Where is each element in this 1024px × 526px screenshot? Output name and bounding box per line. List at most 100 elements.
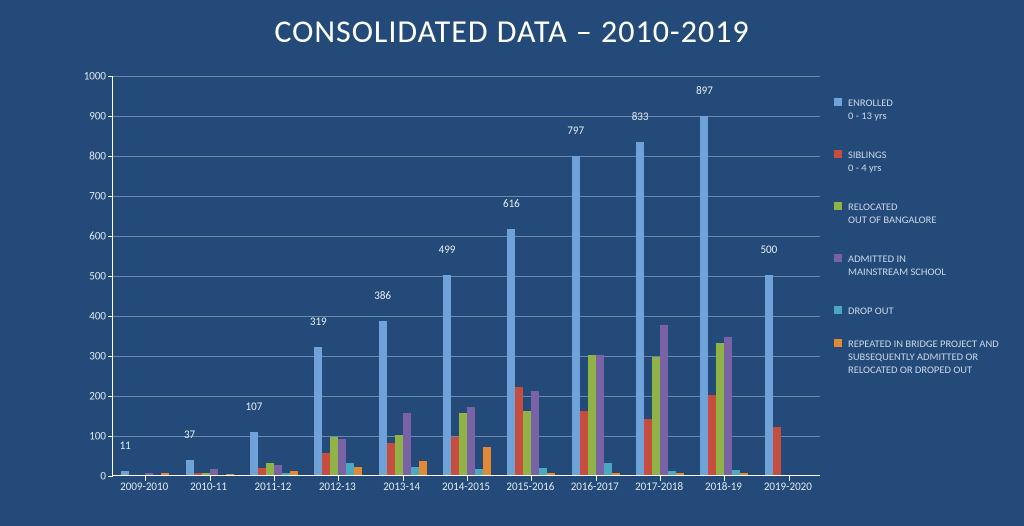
y-axis-label: 1000 <box>72 70 106 83</box>
y-axis-label: 900 <box>72 110 106 123</box>
bar <box>604 463 612 475</box>
y-axis-label: 600 <box>72 230 106 243</box>
y-tick <box>108 476 113 477</box>
bar <box>700 116 708 475</box>
legend-swatch <box>834 339 842 347</box>
gridline <box>113 116 820 117</box>
y-axis-label: 200 <box>72 390 106 403</box>
bar <box>724 337 732 475</box>
bar <box>765 275 773 475</box>
bar-value-label: 107 <box>246 400 263 415</box>
bar-value-label: 386 <box>374 289 391 304</box>
bar-value-label: 11 <box>120 439 131 454</box>
bar <box>121 471 129 475</box>
bar <box>459 413 467 475</box>
legend-item: RELOCATEDOUT OF BANGALORE <box>834 200 1002 226</box>
x-axis-label: 2010-11 <box>190 480 227 493</box>
gridline <box>113 316 820 317</box>
bar <box>387 443 395 475</box>
bar <box>580 411 588 475</box>
bar <box>379 321 387 475</box>
bar <box>572 156 580 475</box>
bar <box>515 387 523 475</box>
y-tick <box>108 116 113 117</box>
y-tick <box>108 356 113 357</box>
bar-value-label: 37 <box>184 428 195 443</box>
bar <box>266 463 274 475</box>
x-axis-label: 2016-2017 <box>571 480 619 493</box>
gridline <box>113 76 820 77</box>
bar <box>395 435 403 475</box>
bar <box>676 473 684 475</box>
chart-legend: ENROLLED0 - 13 yrs SIBLINGS0 - 4 yrs RELOC… <box>834 96 1002 402</box>
y-axis-label: 500 <box>72 270 106 283</box>
bar <box>186 460 194 475</box>
bar-value-label: 833 <box>632 110 649 125</box>
bar <box>338 439 346 475</box>
legend-swatch <box>834 254 842 262</box>
bar <box>732 470 740 475</box>
bar <box>523 411 531 475</box>
gridline <box>113 156 820 157</box>
y-tick <box>108 236 113 237</box>
x-axis-label: 2009-2010 <box>120 480 168 493</box>
bar <box>636 142 644 475</box>
x-axis-label: 2018-19 <box>705 480 742 493</box>
bar <box>258 468 266 475</box>
legend-label: ADMITTED INMAINSTREAM SCHOOL <box>848 252 946 278</box>
y-axis-label: 700 <box>72 190 106 203</box>
bar <box>314 347 322 475</box>
bar <box>612 473 620 475</box>
bar <box>282 473 290 475</box>
bar <box>451 437 459 475</box>
bar <box>475 469 483 475</box>
bar <box>346 463 354 475</box>
bar <box>210 469 218 475</box>
y-axis-label: 800 <box>72 150 106 163</box>
bar <box>773 427 781 475</box>
x-axis-label: 2011-12 <box>254 480 291 493</box>
bar <box>354 467 362 475</box>
bar <box>419 461 427 475</box>
bar <box>274 465 282 475</box>
chart-title: CONSOLIDATED DATA – 2010-2019 <box>0 0 1024 57</box>
gridline <box>113 236 820 237</box>
bar-value-label: 500 <box>760 243 777 258</box>
bar <box>226 474 234 475</box>
legend-label: RELOCATEDOUT OF BANGALORE <box>848 200 936 226</box>
bar <box>202 473 210 475</box>
legend-item: ADMITTED INMAINSTREAM SCHOOL <box>834 252 1002 278</box>
bar <box>330 437 338 475</box>
y-tick <box>108 396 113 397</box>
bar <box>483 447 491 475</box>
bar-value-label: 616 <box>503 197 520 212</box>
y-axis-label: 0 <box>72 470 106 483</box>
y-tick <box>108 196 113 197</box>
x-axis-label: 2017-2018 <box>635 480 683 493</box>
legend-label: ENROLLED0 - 13 yrs <box>848 96 893 122</box>
bar <box>740 473 748 475</box>
x-axis-label: 2015-2016 <box>506 480 554 493</box>
legend-item: ENROLLED0 - 13 yrs <box>834 96 1002 122</box>
bar <box>467 407 475 475</box>
gridline <box>113 276 820 277</box>
bar <box>194 473 202 475</box>
legend-label: REPEATED IN BRIDGE PROJECT AND SUBSEQUEN… <box>848 337 1002 376</box>
bar <box>411 467 419 475</box>
bar <box>547 473 555 475</box>
bar <box>161 473 169 475</box>
bar <box>507 229 515 475</box>
gridline <box>113 356 820 357</box>
bar <box>716 343 724 475</box>
bar <box>652 357 660 475</box>
legend-swatch <box>834 202 842 210</box>
legend-item: DROP OUT <box>834 304 1002 317</box>
legend-swatch <box>834 98 842 106</box>
legend-item: SIBLINGS0 - 4 yrs <box>834 148 1002 174</box>
bar <box>403 413 411 475</box>
y-axis-label: 300 <box>72 350 106 363</box>
bar <box>660 325 668 475</box>
bar <box>290 471 298 475</box>
y-tick <box>108 156 113 157</box>
legend-item: REPEATED IN BRIDGE PROJECT AND SUBSEQUEN… <box>834 337 1002 376</box>
